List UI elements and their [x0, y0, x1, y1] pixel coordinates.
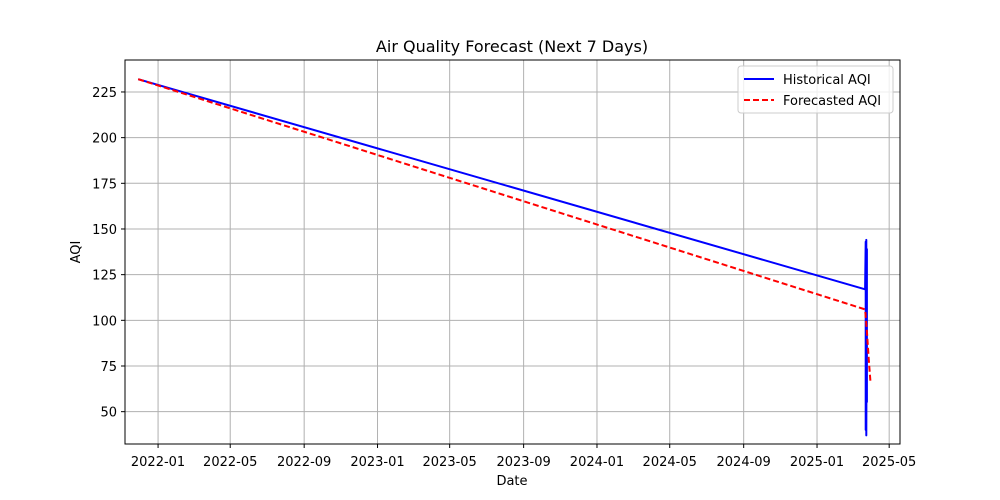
y-axis-label: AQI: [69, 241, 84, 264]
y-tick-label: 150: [92, 223, 117, 238]
x-tick-label: 2024-01: [570, 455, 624, 470]
series-line-forecasted: [137, 78, 872, 383]
chart-title: Air Quality Forecast (Next 7 Days): [376, 37, 648, 56]
x-tick-label: 2022-01: [131, 455, 185, 470]
y-axis-ticks: 50 75 100 125 150 175 200 225: [92, 86, 125, 421]
x-tick-label: 2023-05: [423, 455, 477, 470]
x-tick-label: 2024-05: [643, 455, 697, 470]
x-tick-label: 2022-05: [203, 455, 257, 470]
legend: Historical AQI Forecasted AQI: [737, 65, 894, 114]
legend-label-forecasted: Forecasted AQI: [783, 94, 881, 109]
x-tick-label: 2023-01: [350, 455, 404, 470]
y-tick-label: 175: [92, 177, 117, 192]
x-axis-ticks: 2022-01 2022-05 2022-09 2023-01 2023-05 2023-…: [131, 444, 916, 470]
x-tick-label: 2023-09: [496, 455, 550, 470]
x-tick-label: 2024-09: [717, 455, 771, 470]
y-tick-label: 200: [92, 132, 117, 147]
x-tick-label: 2025-05: [862, 455, 916, 470]
y-tick-label: 225: [92, 86, 117, 101]
y-tick-label: 125: [92, 269, 117, 284]
y-tick-label: 50: [100, 406, 117, 421]
y-tick-label: 100: [92, 314, 117, 329]
grid: [125, 60, 900, 444]
series-line-historical: [137, 78, 868, 437]
legend-label-historical: Historical AQI: [783, 73, 871, 88]
x-tick-label: 2022-09: [277, 455, 331, 470]
y-tick-label: 75: [100, 360, 117, 375]
plot-frame: [124, 59, 901, 445]
legend-box: [737, 65, 894, 114]
x-tick-label: 2025-01: [790, 455, 844, 470]
plot-series: [137, 78, 872, 437]
x-axis-label: Date: [496, 474, 527, 489]
